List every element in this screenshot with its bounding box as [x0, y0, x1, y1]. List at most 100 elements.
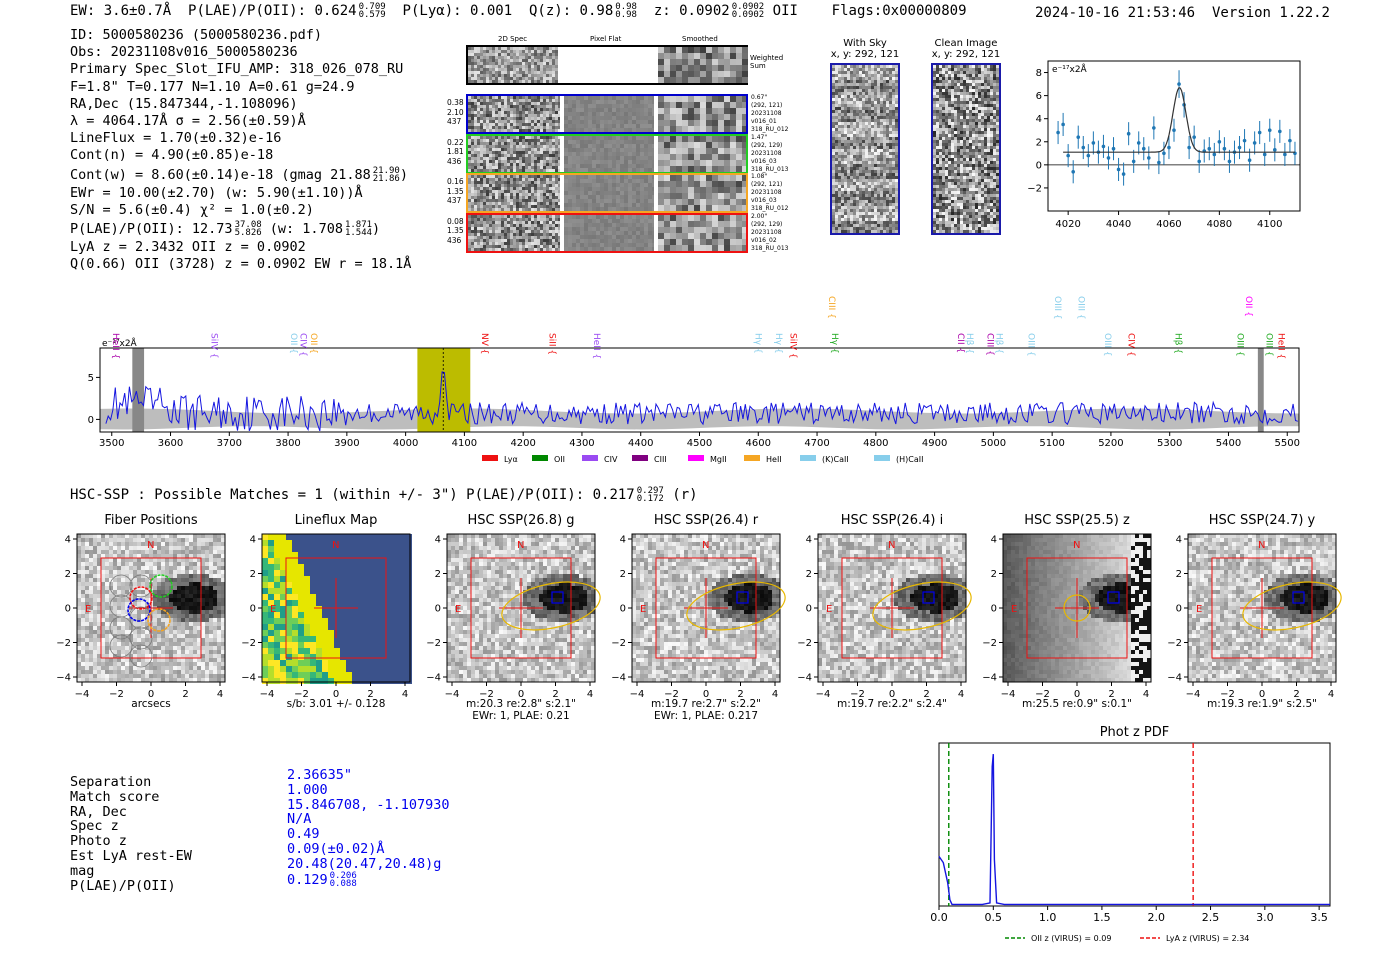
cutout-pixel	[468, 217, 471, 221]
cutout-pixel	[486, 159, 489, 163]
flat-pixel	[628, 222, 632, 227]
sky-pixel	[853, 188, 856, 191]
cutout-pixel	[543, 153, 546, 157]
cutout-pixel	[480, 220, 483, 224]
cutout-pixel	[495, 202, 498, 205]
ws-pixel	[501, 74, 504, 77]
flat-pixel	[604, 135, 608, 140]
cutout-pixel	[531, 135, 534, 139]
ws-pixel	[486, 56, 489, 59]
plae-hi: 0.709	[358, 2, 386, 12]
cutout-pixel	[552, 208, 555, 211]
sky-pixel	[847, 89, 850, 92]
cutout-pixel	[540, 165, 543, 169]
sky-pixel	[895, 98, 898, 101]
sky-pixel	[871, 182, 874, 185]
sky-pixel	[874, 218, 877, 221]
flat-pixel	[580, 135, 584, 140]
flat-pixel	[620, 246, 624, 251]
cutout-pixel	[483, 114, 486, 117]
flat-pixel	[588, 159, 592, 164]
clean-pixel	[990, 134, 993, 137]
flat-pixel	[616, 120, 620, 124]
flat-pixel	[636, 100, 640, 104]
cutout-pixel	[516, 150, 519, 154]
sky-pixel	[871, 131, 874, 134]
sky-pixel	[850, 68, 853, 71]
cutout-pixel	[486, 99, 489, 102]
sky-pixel	[838, 83, 841, 86]
smooth-pixel	[700, 126, 706, 132]
ws-pixel	[537, 56, 540, 59]
sky-pixel	[856, 116, 859, 119]
sky-pixel	[859, 176, 862, 179]
clean-pixel	[978, 131, 981, 134]
flat-pixel	[612, 112, 616, 116]
clean-pixel	[966, 77, 969, 80]
flat-pixel	[584, 207, 588, 211]
cutout-pixel	[498, 238, 501, 242]
info-fiber: F=1.8" T=0.177 N=1.10 A=0.61 g=24.9	[70, 78, 355, 95]
cutout-pixel	[540, 199, 543, 202]
flat-pixel	[644, 199, 648, 203]
sky-pixel	[859, 146, 862, 149]
clean-pixel	[963, 68, 966, 71]
sky-pixel	[859, 215, 862, 218]
cutout-pixel	[492, 147, 495, 151]
sky-pixel	[892, 197, 895, 200]
sky-pixel	[853, 101, 856, 104]
sky-pixel	[871, 140, 874, 143]
flat-pixel	[596, 159, 600, 164]
sky-pixel	[850, 107, 853, 110]
cutout-pixel	[516, 187, 519, 190]
cutout-pixel	[546, 144, 549, 148]
ws-pixel	[513, 47, 516, 50]
cutout-pixel	[495, 175, 498, 178]
cutout-pixel	[546, 187, 549, 190]
flat-pixel	[616, 199, 620, 203]
sky-pixel	[856, 104, 859, 107]
cutout-pixel	[489, 165, 492, 169]
sky-pixel	[865, 182, 868, 185]
cutout-pixel	[555, 138, 558, 142]
cutout-pixel	[525, 123, 528, 126]
cutout-pixel	[489, 238, 492, 242]
sky-pixel	[841, 95, 844, 98]
ws-pixel	[522, 59, 525, 62]
ws-pixel	[489, 62, 492, 65]
sky-pixel	[880, 83, 883, 86]
smooth-pixel	[718, 153, 724, 160]
ws-smooth-pixel	[730, 77, 736, 83]
flat-pixel	[604, 242, 608, 247]
clean-pixel	[942, 68, 945, 71]
clean-pixel	[987, 74, 990, 77]
sky-pixel	[859, 149, 862, 152]
flat-pixel	[584, 120, 588, 124]
ws-pixel	[471, 80, 474, 83]
cutout-pixel	[486, 108, 489, 111]
sky-pixel	[847, 116, 850, 119]
sky-pixel	[865, 191, 868, 194]
sky-pixel	[847, 101, 850, 104]
flat-pixel	[644, 179, 648, 183]
sky-pixel	[838, 113, 841, 116]
sky-pixel	[841, 194, 844, 197]
flat-pixel	[584, 179, 588, 183]
clean-pixel	[957, 113, 960, 116]
sky-pixel	[895, 182, 898, 185]
smooth-pixel	[712, 120, 718, 126]
cutout-pixel	[492, 123, 495, 126]
sky-pixel	[874, 74, 877, 77]
cutout-pixel	[555, 156, 558, 160]
smooth-pixel	[664, 153, 670, 160]
clean-pixel	[990, 107, 993, 110]
ws-pixel	[543, 74, 546, 77]
flat-pixel	[568, 203, 572, 207]
sky-pixel	[862, 170, 865, 173]
ws-pixel	[525, 56, 528, 59]
sky-pixel	[874, 86, 877, 89]
flat-pixel	[572, 139, 576, 144]
sky-pixel	[868, 80, 871, 83]
smooth-pixel	[676, 199, 682, 205]
cutout-pixel	[549, 232, 552, 236]
